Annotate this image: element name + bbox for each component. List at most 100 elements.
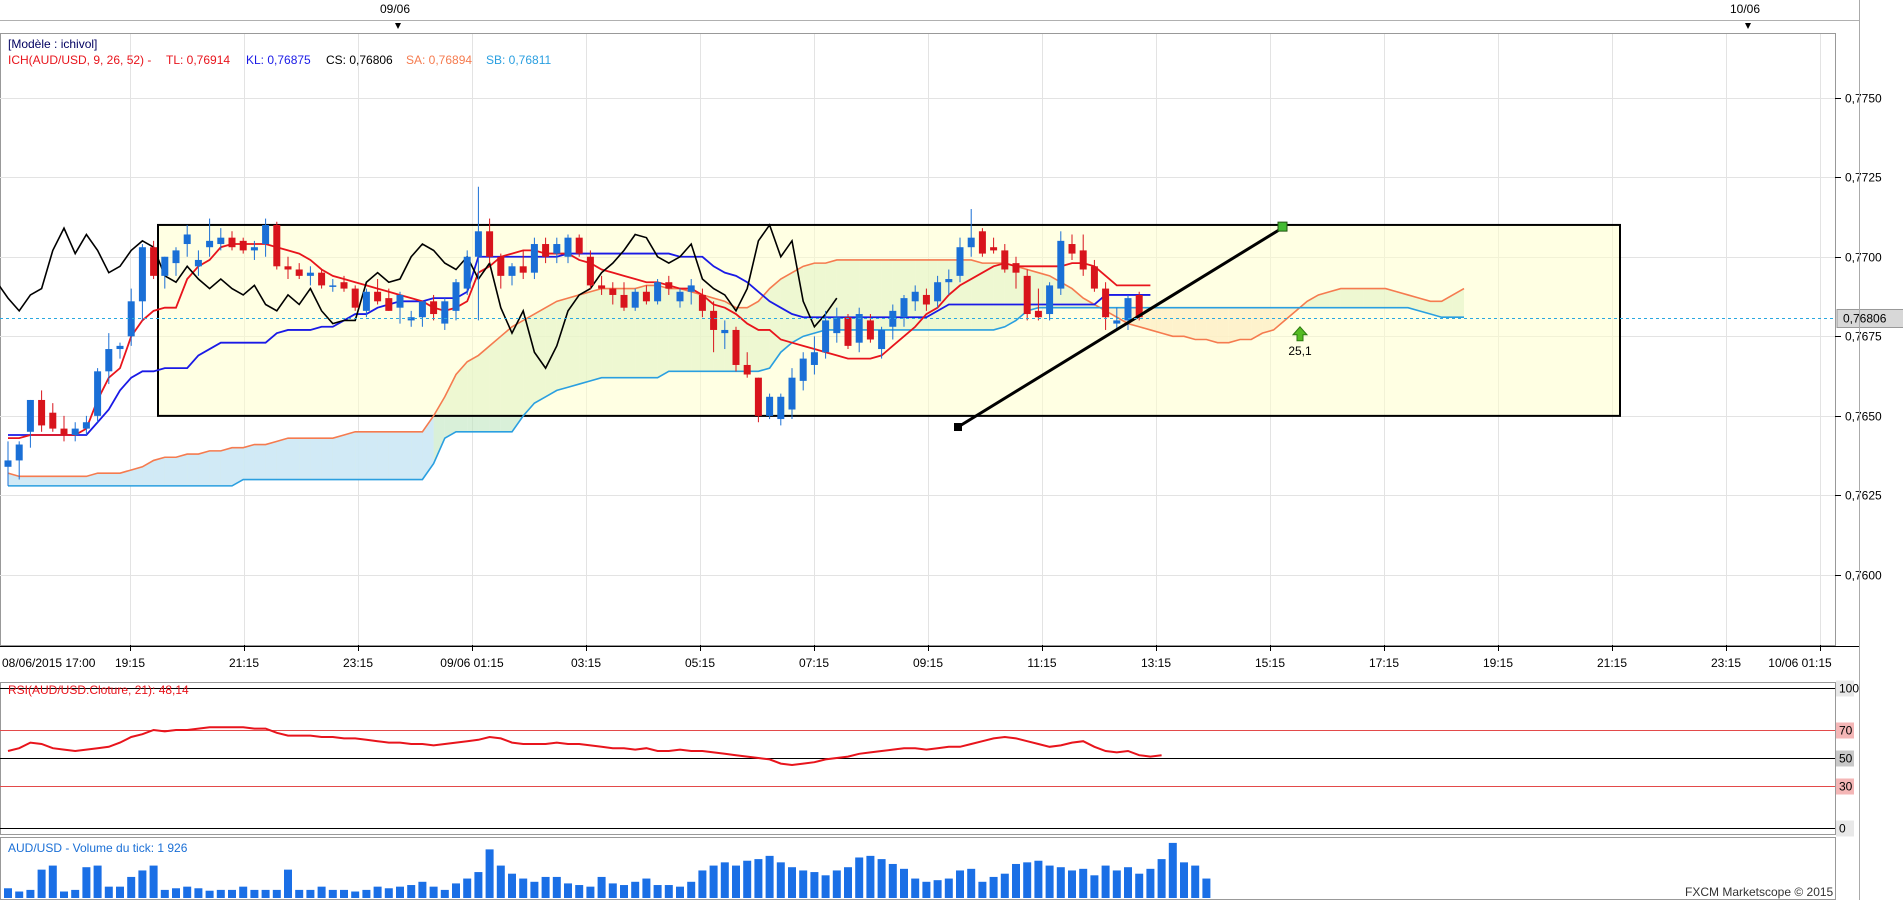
volume-label: AUD/USD - Volume du tick: 1 926 <box>8 841 188 855</box>
volume-bar <box>463 878 472 898</box>
rsi-tick-label: 50 <box>1839 752 1853 766</box>
volume-bar <box>944 878 953 898</box>
trendline[interactable] <box>957 226 1283 429</box>
price-axis: 0,7750 0,7725 0,7700 0,7675 0,7650 0,7625 0,76… <box>1835 92 1882 583</box>
cloud-segment <box>332 434 344 480</box>
candle-body <box>822 320 830 353</box>
candle-body <box>1034 310 1042 318</box>
volume-bar <box>1157 859 1166 898</box>
candle-body <box>620 294 628 308</box>
candle-body <box>777 396 785 420</box>
cloud-segment <box>288 438 300 480</box>
volume-bar <box>26 889 35 898</box>
volume-bar <box>676 886 684 898</box>
cloud-segment <box>411 431 423 480</box>
cloud-segment <box>209 450 221 486</box>
volume-bar <box>743 860 752 898</box>
candle-body <box>967 237 975 248</box>
volume-bar <box>776 862 785 898</box>
rsi-line <box>7 726 1162 767</box>
rsi-tick-bg <box>1836 722 1854 739</box>
cloud-segment <box>344 431 356 480</box>
volume-bar <box>698 870 707 898</box>
x-tick-label: 11:15 <box>1027 656 1056 670</box>
cloud-segment <box>64 476 76 486</box>
candle-body <box>754 377 762 416</box>
volume-bar <box>396 886 404 898</box>
y-tick-label: 0,7600 <box>1845 569 1882 583</box>
candle-body <box>1135 294 1143 318</box>
candle-body <box>508 266 516 276</box>
top-date-left: 09/06 <box>380 2 410 16</box>
volume-bar <box>485 849 494 898</box>
model-label: [Modèle : ichivol] <box>8 37 97 51</box>
candle-body <box>743 364 751 375</box>
x-tick-label: 23:15 <box>1711 656 1741 670</box>
x-tick-label: 15:15 <box>1255 656 1285 670</box>
footer-credit: FXCM Marketscope © 2015 <box>1685 885 1834 899</box>
volume-bar <box>205 890 214 898</box>
candle-body <box>1113 320 1121 324</box>
volume-bar <box>340 889 348 898</box>
candle-body <box>911 291 919 302</box>
last-price-label: 0,76806 <box>1843 311 1887 325</box>
x-tick-label: 21:15 <box>1597 656 1627 670</box>
candle-body <box>1068 244 1076 254</box>
volume-bar <box>1079 868 1088 898</box>
rsi-tick-bg <box>1836 750 1854 767</box>
volume-bar <box>37 869 46 898</box>
volume-bars <box>4 842 1211 898</box>
candle-body <box>788 377 796 410</box>
volume-bar <box>821 875 830 898</box>
volume-bar <box>709 865 718 898</box>
volume-bar <box>664 885 673 898</box>
volume-bar <box>216 889 225 898</box>
cloud-segment <box>198 450 210 486</box>
cloud-segment <box>366 431 378 480</box>
x-tick-label: 03:15 <box>571 656 601 670</box>
cloud-segment <box>19 476 31 486</box>
rsi-tick-bg <box>1836 680 1854 697</box>
volume-bar <box>1000 873 1009 898</box>
volume-bar <box>1202 878 1211 898</box>
candle-body <box>978 231 986 254</box>
senkou-a-line <box>7 259 1465 478</box>
top-date-right: 10/06 <box>1730 2 1760 16</box>
volume-bar <box>508 873 516 898</box>
volume-bar <box>877 859 886 898</box>
volume-bar <box>474 872 483 898</box>
range-rectangle[interactable] <box>157 223 1621 417</box>
candle-body <box>732 329 740 365</box>
volume-bar <box>4 888 12 898</box>
candle-body <box>698 294 706 311</box>
trendline-end-handle[interactable] <box>1277 221 1288 232</box>
candle-body <box>430 301 438 315</box>
volume-bar <box>575 885 584 898</box>
candle-body <box>810 352 818 365</box>
candle-body <box>642 291 650 302</box>
volume-bar <box>362 889 371 898</box>
volume-bar <box>284 869 292 898</box>
cloud-segment <box>108 473 120 486</box>
x-tick-label: 17:15 <box>1369 656 1399 670</box>
trendline-start-handle[interactable] <box>954 423 962 432</box>
x-tick-label: 19:15 <box>115 656 145 670</box>
volume-bar <box>687 881 696 898</box>
candle-body <box>318 272 326 286</box>
volume-bar <box>720 862 729 898</box>
volume-bar <box>855 857 864 898</box>
candle-body <box>340 282 348 289</box>
candle-body <box>217 237 225 245</box>
volume-bar <box>384 888 393 898</box>
volume-bar <box>183 886 192 898</box>
volume-bar <box>1124 867 1132 898</box>
candle-body <box>396 294 404 308</box>
chikou-value: CS: 0,76806 <box>326 53 393 67</box>
candle-body <box>676 291 684 302</box>
candle-body <box>519 266 527 273</box>
candle-body <box>598 285 606 289</box>
cloud-segment <box>52 476 64 486</box>
x-tick-label: 08/06/2015 17:00 <box>2 656 96 670</box>
cloud-segment <box>232 447 244 486</box>
